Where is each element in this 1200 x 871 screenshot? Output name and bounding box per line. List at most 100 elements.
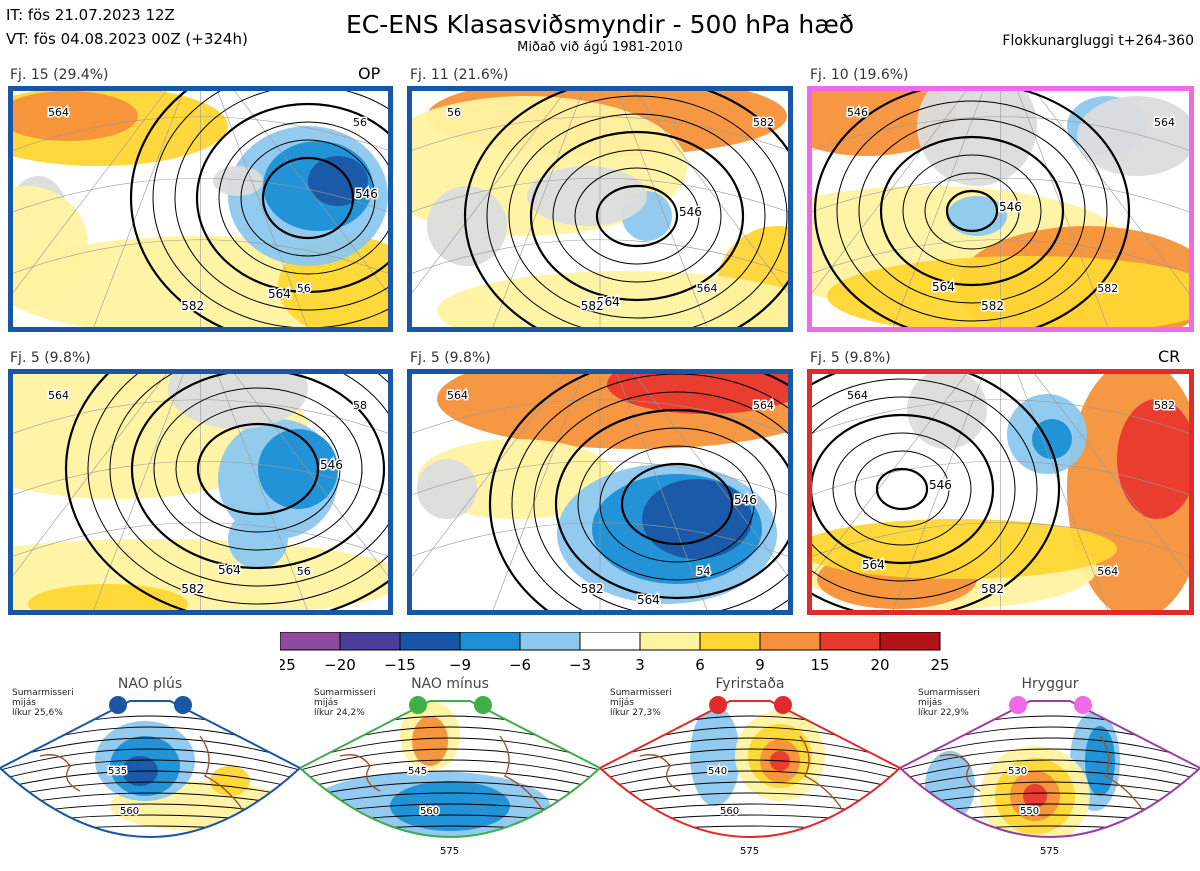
regime-map: [0, 701, 300, 837]
colorbar-tick: −25: [280, 656, 296, 674]
colorbar-tick: 20: [870, 656, 889, 674]
height-contour: [463, 86, 793, 332]
graticule-line: [215, 369, 310, 615]
height-contour: [175, 405, 341, 533]
height-contour: [836, 100, 1108, 322]
contour-label: 564: [862, 558, 885, 572]
contour-label: 56: [297, 282, 311, 295]
colorbar-swatch: [279, 631, 341, 651]
graticule-line: [407, 399, 793, 436]
contour-label: 530: [1008, 766, 1027, 777]
graticule-line: [807, 177, 1194, 214]
regime-dot: [774, 696, 792, 714]
anomaly-area: [807, 519, 1117, 579]
regime-info: Sumarmisseri mijás líkur 27,3%: [610, 688, 672, 718]
land-mass: [917, 86, 1037, 186]
panel-label-2: Fj. 11 (21.6%): [410, 67, 509, 83]
graticule-line: [614, 369, 710, 615]
height-contour: [832, 432, 972, 546]
anomaly-area: [947, 196, 1007, 236]
colorbar-tick: −6: [509, 656, 531, 674]
height-contour: [240, 139, 376, 257]
contour-label: 564: [932, 280, 955, 294]
height-contour: [577, 427, 777, 581]
land-mass: [427, 186, 507, 266]
regime-dot: [109, 696, 127, 714]
height-contour: [300, 770, 600, 792]
graticule-line: [891, 369, 986, 615]
cluster-map-5: 546 564 582 564 564 54: [407, 369, 793, 615]
contour-label: 575: [740, 846, 759, 857]
map-canvas: 546 564 582 564 58 56: [8, 369, 393, 615]
graticule-line: [1015, 86, 1110, 332]
anomaly-area: [228, 509, 288, 569]
valid-time: VT: fös 04.08.2023 00Z (+324h): [6, 30, 248, 48]
contour-label: 564: [753, 399, 774, 412]
cluster-window: Flokkunargluggi t+264-360: [1002, 33, 1194, 49]
regime-info: Sumarmisseri mijás líkur 25,6%: [12, 688, 74, 718]
height-contour: [174, 86, 393, 311]
height-contour: [153, 387, 363, 551]
height-contour: [488, 369, 793, 615]
map-canvas: 546 564 582 564 56 56: [8, 86, 393, 332]
graticule-line: [8, 522, 393, 559]
height-contour: [600, 770, 900, 792]
graticule-line: [630, 86, 793, 300]
anomaly-area: [642, 479, 752, 559]
graticule-line: [407, 522, 793, 559]
height-contour: [807, 378, 1038, 600]
regime-dot: [409, 696, 427, 714]
colorbar-swatch: [819, 631, 881, 651]
panel-border: [8, 369, 393, 615]
panel-label-5: Fj. 5 (9.8%): [410, 350, 491, 366]
colorbar-swatch: [759, 631, 821, 651]
colorbar-swatch: [459, 631, 521, 651]
contour-label: 564: [1154, 116, 1175, 129]
height-contour: [924, 172, 1020, 250]
regime-name: Fyrirstaða: [715, 676, 785, 692]
cluster-map-3: 546 564 582 546 564 582: [807, 86, 1194, 332]
colorbar-tick: 9: [755, 656, 765, 674]
contour-label: 546: [734, 493, 757, 507]
height-contour: [900, 759, 1200, 783]
cluster-map-4: 546 564 582 564 58 56: [8, 369, 393, 615]
contour-label: 56: [353, 116, 367, 129]
contour-label: 564: [597, 295, 620, 309]
panel-border: [8, 86, 393, 332]
cluster-map-1: 546 564 582 564 56 56: [8, 86, 393, 332]
graticule-line: [8, 399, 393, 436]
colorbar-swatch: [519, 631, 581, 651]
regime-border: [300, 700, 600, 838]
land-mass: [168, 369, 308, 429]
panel-border: [807, 86, 1194, 332]
regime-dot: [474, 696, 492, 714]
height-contour: [0, 748, 300, 774]
height-contour: [620, 462, 734, 546]
cluster-map-2: 546 564 582 56 582 564: [407, 86, 793, 332]
coastline: [639, 754, 681, 792]
cluster-map-6: 546 564 582 564 582 564: [807, 369, 1194, 615]
coastline: [939, 754, 981, 792]
contour-label: 564: [637, 593, 660, 607]
land-mass: [417, 459, 477, 519]
contour-label: 582: [753, 116, 774, 129]
graticule-line: [1030, 369, 1194, 584]
height-contour: [0, 759, 300, 783]
height-contour: [600, 759, 900, 783]
anomaly-area: [210, 766, 250, 796]
init-time: IT: fös 21.07.2023 12Z: [6, 6, 175, 24]
land-mass: [527, 166, 647, 226]
regime-name: NAO mínus: [411, 676, 489, 692]
contour-label: 550: [1020, 806, 1039, 817]
graticule-line: [807, 116, 1194, 153]
contour-label: 546: [355, 187, 378, 201]
height-contour: [64, 369, 393, 615]
height-contour: [574, 167, 700, 265]
graticule-line: [8, 116, 393, 153]
graticule-line: [230, 86, 393, 300]
height-contour: [875, 467, 929, 511]
panel-label-6: Fj. 5 (9.8%): [810, 350, 891, 366]
contour-label: 564: [48, 106, 69, 119]
contour-label: 546: [929, 478, 952, 492]
graticule-line: [8, 86, 171, 300]
